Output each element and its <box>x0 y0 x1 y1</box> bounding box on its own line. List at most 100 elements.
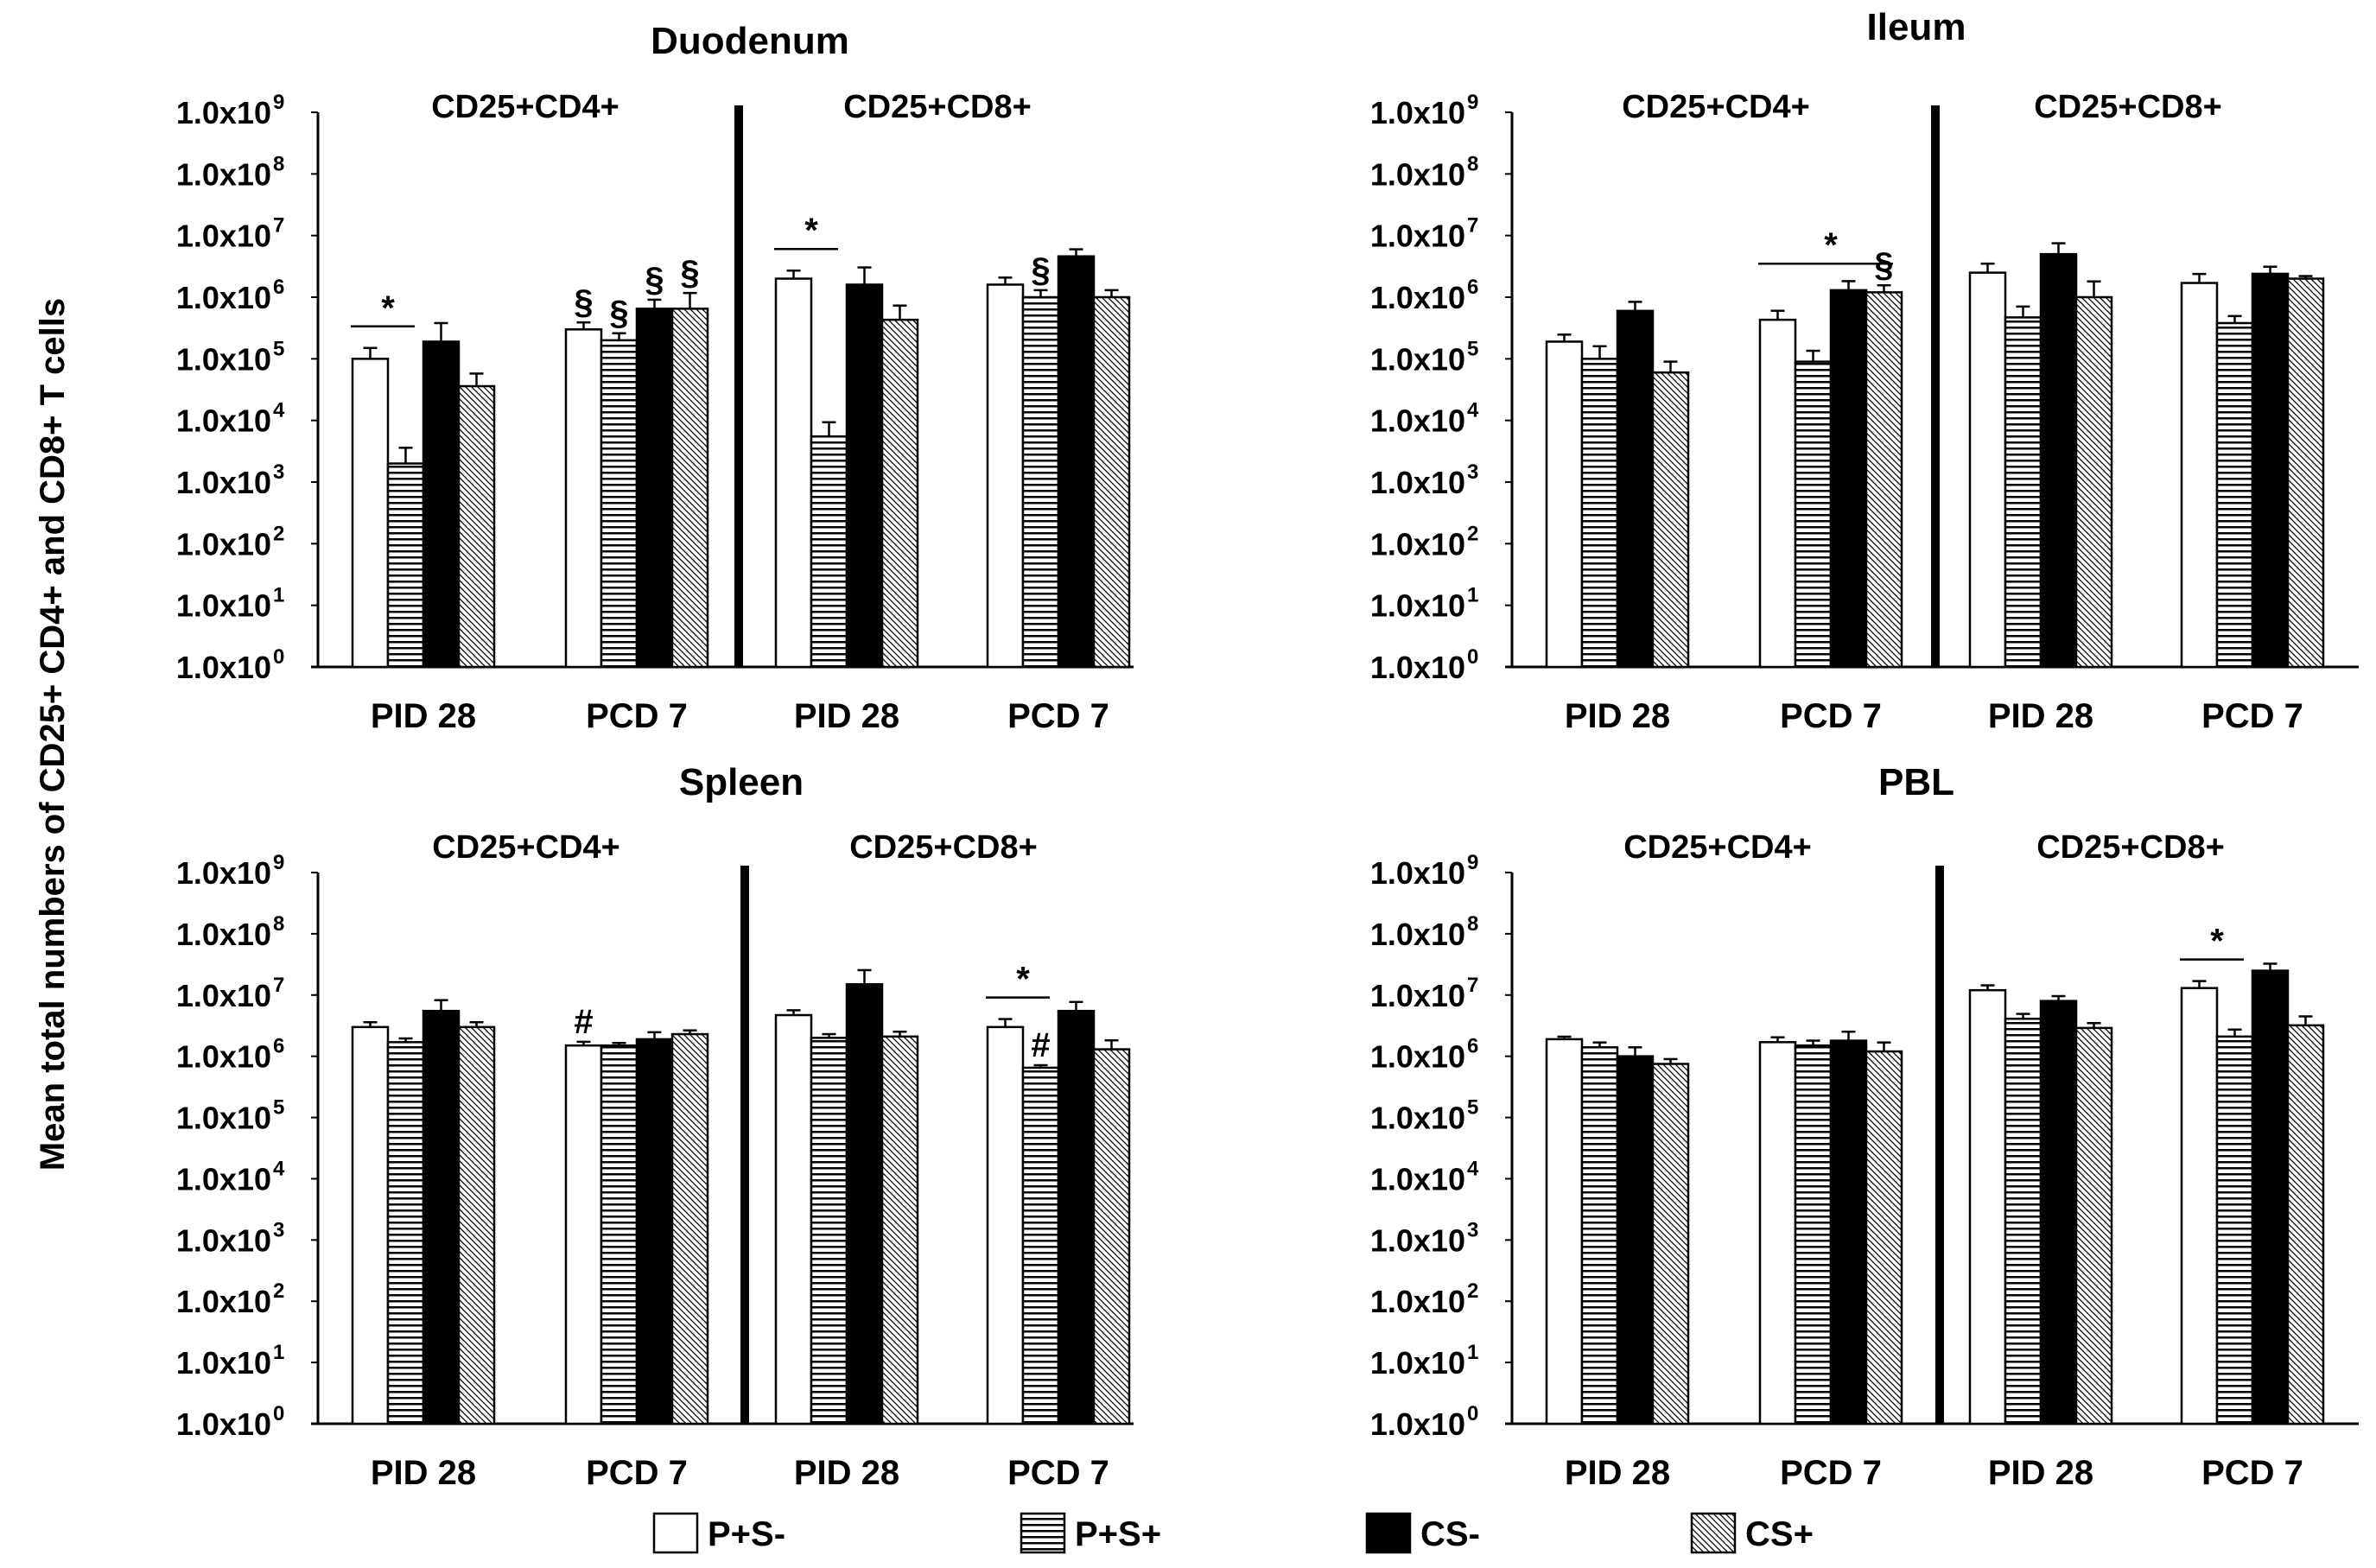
y-tick-label: 1.0x10 <box>1370 1406 1465 1442</box>
y-tick-exponent: 2 <box>1467 1279 1478 1303</box>
y-axis-label: Mean total numbers of CD25+ CD4+ and CD8… <box>34 298 72 1171</box>
legend-swatch <box>1020 1512 1066 1554</box>
bar <box>564 328 603 669</box>
subset-label: CD25+CD8+ <box>843 89 1032 125</box>
bar <box>810 1037 848 1425</box>
bar <box>2039 1000 2078 1425</box>
y-tick-exponent: 4 <box>273 1157 285 1180</box>
y-tick-exponent: 8 <box>1467 152 1478 175</box>
y-tick-label: 1.0x10 <box>176 917 271 952</box>
bar <box>1092 295 1131 669</box>
bar <box>1021 295 1060 669</box>
x-tick-label: PCD 7 <box>1007 697 1109 735</box>
subset-label: CD25+CD8+ <box>2034 89 2222 125</box>
y-tick-label: 1.0x10 <box>176 219 271 254</box>
y-tick-exponent: 3 <box>1467 460 1478 484</box>
bar <box>1057 255 1096 669</box>
bar <box>2074 295 2113 669</box>
significance-symbol: § <box>1874 246 1893 284</box>
y-tick-label: 1.0x10 <box>1370 526 1465 562</box>
y-tick-label: 1.0x10 <box>1370 341 1465 377</box>
bar <box>880 318 919 669</box>
bar <box>1021 1066 1060 1425</box>
y-tick-label: 1.0x10 <box>176 650 271 685</box>
bar <box>386 462 425 669</box>
y-tick-label: 1.0x10 <box>176 1345 271 1381</box>
bar <box>2286 1024 2325 1425</box>
x-tick-label: PID 28 <box>794 1454 899 1492</box>
y-tick-label: 1.0x10 <box>1370 650 1465 685</box>
bar <box>2251 272 2290 669</box>
x-tick-label: PID 28 <box>1988 1454 2093 1492</box>
y-tick-exponent: 5 <box>1467 1096 1478 1120</box>
bar <box>2215 321 2254 669</box>
y-tick-label: 1.0x10 <box>1370 403 1465 439</box>
y-tick-label: 1.0x10 <box>1370 280 1465 315</box>
y-tick-exponent: 1 <box>273 584 284 607</box>
bar <box>1865 291 1903 669</box>
y-tick-label: 1.0x10 <box>1370 219 1465 254</box>
legend-swatch <box>1690 1512 1737 1554</box>
y-tick-exponent: 0 <box>1467 1402 1478 1425</box>
y-tick-exponent: 0 <box>1467 645 1478 669</box>
y-tick-label: 1.0x10 <box>1370 465 1465 500</box>
y-tick-exponent: 4 <box>273 399 285 422</box>
panel-title: Duodenum <box>651 20 849 62</box>
significance-symbol: * <box>1016 961 1030 999</box>
y-tick-label: 1.0x10 <box>1370 1161 1465 1197</box>
x-tick-label: PCD 7 <box>1780 1454 1882 1492</box>
y-tick-exponent: 3 <box>273 1218 284 1241</box>
bar <box>986 283 1025 669</box>
y-tick-exponent: 7 <box>1467 214 1478 238</box>
bar <box>1092 1048 1131 1425</box>
x-tick-label: PID 28 <box>371 697 476 735</box>
bar <box>810 435 848 669</box>
x-tick-label: PID 28 <box>1565 1454 1670 1492</box>
bar <box>774 1013 813 1425</box>
y-tick-label: 1.0x10 <box>1370 95 1465 130</box>
y-tick-exponent: 7 <box>1467 974 1478 997</box>
bar <box>635 308 674 669</box>
bar <box>1829 1039 1868 1425</box>
bar <box>1794 1044 1833 1425</box>
bar <box>1794 360 1833 669</box>
bar <box>670 1032 709 1425</box>
bar <box>1545 1038 1584 1425</box>
bar <box>1968 988 2007 1425</box>
y-tick-exponent: 6 <box>1467 276 1478 299</box>
y-tick-exponent: 3 <box>273 460 284 484</box>
legend-swatch <box>652 1512 699 1554</box>
y-tick-exponent: 4 <box>1467 1157 1479 1180</box>
significance-symbol: § <box>1031 251 1050 289</box>
y-tick-label: 1.0x10 <box>1370 1284 1465 1319</box>
y-tick-label: 1.0x10 <box>176 855 271 891</box>
bar <box>1758 1041 1797 1425</box>
bar <box>1580 1046 1619 1425</box>
bar <box>2180 987 2219 1425</box>
y-tick-exponent: 1 <box>273 1341 284 1364</box>
bar <box>457 384 496 669</box>
significance-symbol: § <box>680 254 699 292</box>
subset-label: CD25+CD4+ <box>1623 829 1812 866</box>
subset-label: CD25+CD8+ <box>849 829 1038 866</box>
x-tick-label: PID 28 <box>1988 697 2093 735</box>
x-tick-label: PCD 7 <box>2201 697 2303 735</box>
legend-label: P+S- <box>708 1515 785 1553</box>
bar <box>600 1044 638 1425</box>
y-tick-exponent: 2 <box>273 1279 284 1303</box>
significance-symbol: § <box>645 261 664 299</box>
y-tick-exponent: 7 <box>273 214 284 238</box>
y-tick-label: 1.0x10 <box>176 280 271 315</box>
legend-label: CS- <box>1420 1515 1480 1553</box>
x-tick-label: PCD 7 <box>1780 697 1882 735</box>
y-tick-label: 1.0x10 <box>1370 1222 1465 1258</box>
y-tick-label: 1.0x10 <box>176 1101 271 1136</box>
y-tick-label: 1.0x10 <box>176 1284 271 1319</box>
bar <box>880 1035 919 1425</box>
bar <box>2004 1017 2042 1425</box>
bar <box>2286 277 2325 669</box>
bar <box>2004 316 2042 669</box>
significance-symbol: * <box>804 212 818 250</box>
bar <box>845 283 884 669</box>
